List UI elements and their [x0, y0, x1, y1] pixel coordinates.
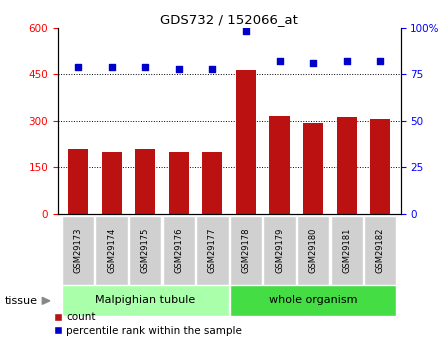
Point: [175, 66, 182, 71]
Bar: [263, 216, 295, 285]
Point: [142, 64, 149, 69]
Point: [209, 66, 216, 71]
Bar: [196, 216, 228, 285]
Bar: [331, 216, 363, 285]
Text: tissue: tissue: [4, 296, 37, 306]
Text: GSM29173: GSM29173: [73, 227, 82, 273]
Bar: [236, 69, 256, 214]
Bar: [169, 152, 189, 214]
Point: [343, 58, 350, 64]
Bar: [364, 216, 396, 285]
Point: [377, 58, 384, 64]
Text: GSM29178: GSM29178: [242, 227, 251, 273]
Legend: count, percentile rank within the sample: count, percentile rank within the sample: [50, 308, 247, 340]
Bar: [62, 285, 228, 316]
Title: GDS732 / 152066_at: GDS732 / 152066_at: [160, 13, 298, 27]
Polygon shape: [42, 297, 50, 304]
Bar: [96, 216, 128, 285]
Bar: [230, 285, 396, 316]
Text: GSM29177: GSM29177: [208, 227, 217, 273]
Text: GSM29181: GSM29181: [342, 227, 351, 273]
Text: GSM29174: GSM29174: [107, 227, 116, 273]
Bar: [370, 119, 390, 214]
Text: GSM29180: GSM29180: [309, 227, 318, 273]
Point: [310, 60, 317, 66]
Bar: [202, 152, 222, 214]
Bar: [297, 216, 329, 285]
Bar: [135, 149, 155, 214]
Bar: [303, 123, 323, 214]
Text: GSM29179: GSM29179: [275, 227, 284, 273]
Point: [276, 58, 283, 64]
Point: [243, 29, 250, 34]
Bar: [101, 152, 121, 214]
Bar: [270, 116, 290, 214]
Bar: [230, 216, 262, 285]
Bar: [337, 117, 357, 214]
Text: Malpighian tubule: Malpighian tubule: [95, 295, 195, 305]
Bar: [62, 216, 94, 285]
Text: GSM29182: GSM29182: [376, 227, 385, 273]
Point: [74, 64, 81, 69]
Bar: [129, 216, 162, 285]
Text: GSM29175: GSM29175: [141, 227, 150, 273]
Text: GSM29176: GSM29176: [174, 227, 183, 273]
Point: [108, 64, 115, 69]
Bar: [68, 149, 88, 214]
Text: whole organism: whole organism: [269, 295, 357, 305]
Bar: [163, 216, 195, 285]
